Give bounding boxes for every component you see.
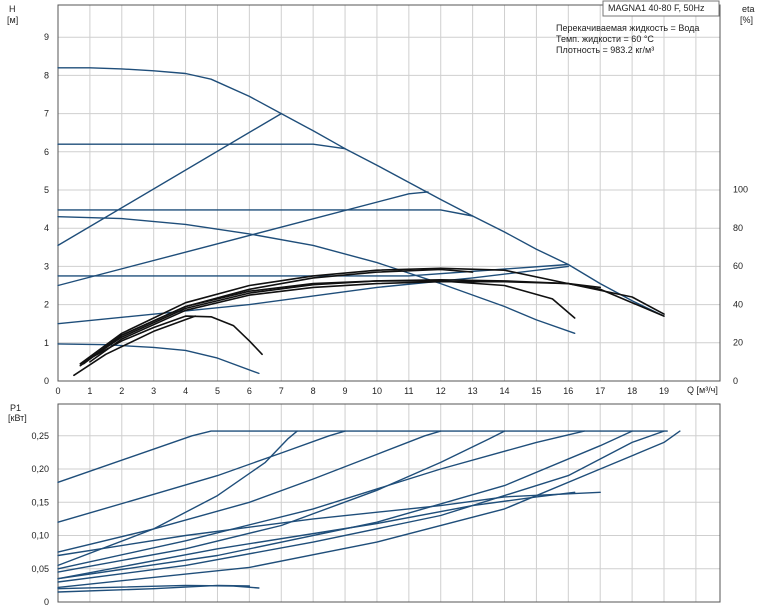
y2-tick-label: 60 — [733, 261, 743, 271]
head-curve-9 — [57, 343, 260, 375]
power-curve-13 — [57, 584, 251, 593]
power-curves — [57, 430, 681, 593]
top-y2-tick-labels: 0 20 40 60 80 100 — [733, 185, 748, 387]
top-plot-frame — [57, 4, 721, 382]
x-tick-label: 6 — [247, 386, 252, 396]
y-tick-label: 0 — [44, 597, 49, 607]
annotation-density: Плотность = 983.2 кг/м³ — [556, 45, 654, 55]
chart-title-box — [602, 0, 720, 17]
head-curve-3 — [57, 209, 474, 217]
power-curve-7 — [57, 430, 633, 580]
y-tick-label: 7 — [44, 109, 49, 119]
y2-tick-label: 0 — [733, 376, 738, 386]
y-axis-label-head-line1: H — [9, 4, 16, 14]
bottom-plot-frame — [57, 403, 721, 603]
y2-tick-label: 40 — [733, 299, 743, 309]
annotation-temperature: Темп. жидкости = 60 °C — [556, 34, 654, 44]
chart-title: MAGNA1 40-80 F, 50Hz — [608, 3, 705, 13]
x-tick-label: 3 — [151, 386, 156, 396]
y2-tick-label: 80 — [733, 223, 743, 233]
bottom-y-tick-labels: 0 0,05 0,10 0,15 0,20 0,25 — [31, 431, 49, 607]
y-tick-label: 2 — [44, 300, 49, 310]
y-tick-label: 6 — [44, 147, 49, 157]
head-curve-6 — [57, 191, 429, 287]
bottom-grid — [58, 404, 720, 602]
top-x-tick-labels: 0 1 2 3 4 5 6 7 8 9 10 11 12 13 14 15 16 17 18 19 — [55, 386, 669, 396]
y-tick-label: 0,05 — [31, 564, 49, 574]
head-curve-13 — [79, 267, 601, 365]
head-curve-4 — [57, 263, 569, 277]
head-efficiency-curves — [57, 67, 665, 377]
y-tick-label: 9 — [44, 32, 49, 42]
power-curve-10 — [57, 430, 665, 583]
x-tick-label: 16 — [563, 386, 573, 396]
power-curve-5 — [57, 430, 298, 567]
annotation-fluid: Перекачиваемая жидкость = Вода — [556, 23, 699, 33]
y2-tick-label: 100 — [733, 185, 748, 195]
x-tick-label: 15 — [531, 386, 541, 396]
x-tick-label: 12 — [436, 386, 446, 396]
x-tick-label: 7 — [279, 386, 284, 396]
head-curve-16 — [82, 279, 665, 364]
x-tick-label: 19 — [659, 386, 669, 396]
x-tick-label: 11 — [404, 386, 413, 396]
x-tick-label: 0 — [55, 386, 60, 396]
y2-tick-label: 20 — [733, 338, 743, 348]
power-curve-11 — [57, 430, 681, 589]
y-tick-label: 1 — [44, 338, 49, 348]
power-curve-6 — [57, 430, 506, 573]
x-tick-label: 18 — [627, 386, 637, 396]
y-tick-label: 4 — [44, 223, 49, 233]
head-curve-5 — [57, 112, 282, 247]
y-tick-label: 0,20 — [31, 464, 49, 474]
top-y-tick-labels: 0 1 2 3 4 5 6 7 8 9 — [44, 32, 49, 386]
x-tick-label: 4 — [183, 386, 188, 396]
x-tick-label: 13 — [468, 386, 478, 396]
power-curve-4 — [57, 430, 585, 570]
x-tick-label: 10 — [372, 386, 382, 396]
y-axis-label-power-line1: P1 — [10, 403, 21, 413]
y-tick-label: 8 — [44, 70, 49, 80]
y-tick-label: 0 — [44, 376, 49, 386]
y-tick-label: 0,25 — [31, 431, 49, 441]
power-curve-8 — [57, 491, 601, 557]
head-curve-11 — [73, 315, 196, 377]
x-axis-label-flow: Q [м³/ч] — [687, 385, 718, 395]
x-tick-label: 2 — [119, 386, 124, 396]
x-tick-label: 17 — [595, 386, 605, 396]
x-tick-label: 14 — [500, 386, 510, 396]
y2-axis-label-eta-line2: [%] — [740, 15, 753, 25]
power-curve-9 — [57, 491, 576, 580]
y-tick-label: 5 — [44, 185, 49, 195]
x-tick-label: 1 — [87, 386, 92, 396]
x-tick-label: 5 — [215, 386, 220, 396]
head-curve-2 — [57, 143, 346, 150]
head-curve-1 — [57, 67, 665, 317]
head-curve-8 — [57, 216, 576, 334]
y-axis-label-power-line2: [кВт] — [8, 413, 27, 423]
power-curve-2 — [57, 430, 346, 523]
x-tick-label: 9 — [343, 386, 348, 396]
y-tick-label: 0,10 — [31, 531, 49, 541]
top-grid — [58, 5, 720, 381]
y-tick-label: 0,15 — [31, 497, 49, 507]
y-tick-label: 3 — [44, 261, 49, 271]
y-axis-label-head-line2: [м] — [7, 15, 18, 25]
head-curve-10 — [82, 315, 263, 363]
x-tick-label: 8 — [311, 386, 316, 396]
y2-axis-label-eta-line1: eta — [742, 4, 755, 14]
